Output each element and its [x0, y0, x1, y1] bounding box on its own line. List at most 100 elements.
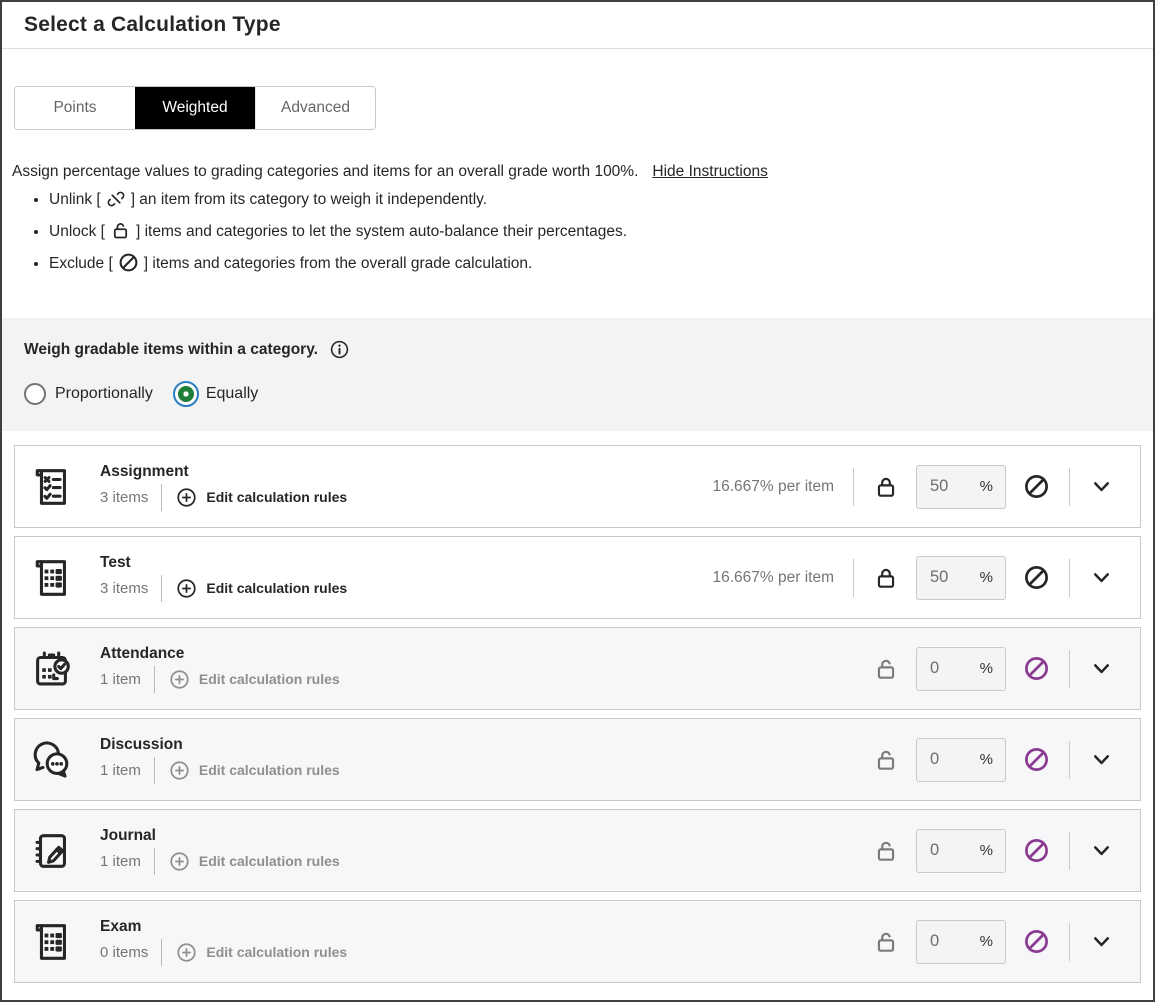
meta-divider — [153, 847, 155, 875]
hide-instructions-link[interactable]: Hide Instructions — [652, 163, 768, 180]
category-name: Discussion — [100, 735, 183, 753]
info-icon[interactable] — [329, 339, 350, 360]
weight-input[interactable] — [930, 477, 968, 496]
category-row-assignment: Assignment 3 items Edit calculation rule… — [14, 445, 1141, 528]
item-count: 1 item — [100, 852, 141, 870]
lock-icon[interactable] — [873, 565, 899, 591]
instructions: Assign percentage values to grading cate… — [12, 163, 1153, 275]
edit-calculation-rules-button[interactable]: Edit calculation rules — [168, 850, 340, 873]
calculation-type-tabs: Points Weighted Advanced — [14, 86, 376, 130]
item-count: 3 items — [100, 488, 149, 506]
unlock-icon[interactable] — [873, 656, 899, 682]
meta-divider — [153, 756, 155, 784]
percent-sign: % — [979, 842, 993, 859]
category-row-test: Test 3 items Edit calculation rules 16.6… — [14, 536, 1141, 619]
category-row-discussion: Discussion 1 item Edit calculation rules… — [14, 718, 1141, 801]
unlock-icon[interactable] — [873, 747, 899, 773]
exclude-icon[interactable] — [1023, 928, 1050, 955]
chevron-down-icon[interactable] — [1089, 656, 1116, 681]
row-divider — [1069, 922, 1070, 961]
weight-field[interactable]: % — [916, 828, 1006, 873]
row-divider — [1069, 558, 1070, 597]
edit-calculation-rules-button[interactable]: Edit calculation rules — [175, 486, 347, 509]
meta-divider — [161, 938, 163, 966]
category-row-exam: Exam 0 items Edit calculation rules % — [14, 900, 1141, 983]
lock-icon[interactable] — [873, 474, 899, 500]
exclude-icon[interactable] — [1023, 837, 1050, 864]
chevron-down-icon[interactable] — [1089, 838, 1116, 863]
percent-sign: % — [979, 478, 993, 495]
weight-field[interactable]: % — [916, 919, 1006, 964]
exclude-icon — [119, 253, 138, 272]
chevron-down-icon[interactable] — [1089, 474, 1116, 499]
item-count: 1 item — [100, 670, 141, 688]
weight-field[interactable]: % — [916, 464, 1006, 509]
plus-circle-icon — [170, 669, 189, 689]
row-divider — [1069, 467, 1070, 506]
unlock-icon[interactable] — [873, 838, 899, 864]
radio-equally-circle[interactable] — [172, 381, 199, 407]
edit-calculation-rules-button[interactable]: Edit calculation rules — [175, 941, 347, 964]
item-count: 3 items — [100, 579, 149, 597]
category-name: Attendance — [100, 644, 185, 662]
weigh-heading: Weigh gradable items within a category. — [24, 340, 318, 358]
plus-circle-icon — [177, 578, 196, 598]
edit-calculation-rules-button[interactable]: Edit calculation rules — [175, 577, 347, 600]
edit-calculation-rules-button[interactable]: Edit calculation rules — [168, 759, 340, 782]
plus-circle-icon — [177, 487, 196, 507]
meta-divider — [161, 574, 163, 602]
chevron-down-icon[interactable] — [1089, 565, 1116, 590]
test-icon — [35, 559, 66, 596]
weight-field[interactable]: % — [916, 737, 1006, 782]
tab-points[interactable]: Points — [15, 87, 135, 129]
per-item-weight: 16.667% per item — [712, 477, 835, 495]
per-item-weight: 16.667% per item — [712, 568, 835, 586]
row-divider — [1069, 649, 1070, 688]
category-row-attendance: Attendance 1 item Edit calculation rules… — [14, 627, 1141, 710]
meta-divider — [153, 665, 155, 693]
unlock-icon — [113, 223, 128, 239]
weight-field[interactable]: % — [916, 555, 1006, 600]
weight-input[interactable] — [930, 659, 968, 678]
plus-circle-icon — [170, 851, 189, 871]
attendance-icon — [36, 651, 70, 685]
category-name: Exam — [100, 917, 142, 935]
row-divider — [1069, 740, 1070, 779]
weight-field[interactable]: % — [916, 646, 1006, 691]
plus-circle-icon — [170, 760, 189, 780]
weight-input[interactable] — [930, 841, 968, 860]
unlink-icon — [107, 191, 125, 207]
exclude-icon[interactable] — [1023, 564, 1050, 591]
assignment-icon — [35, 468, 66, 505]
radio-proportionally[interactable]: Proportionally — [24, 383, 153, 405]
exclude-icon[interactable] — [1023, 746, 1050, 773]
row-divider — [853, 467, 854, 506]
weight-input[interactable] — [930, 568, 968, 587]
title-divider — [2, 48, 1153, 49]
instruction-bullet-unlock: Unlock [] items and categories to let th… — [49, 220, 1153, 243]
tab-weighted[interactable]: Weighted — [135, 87, 255, 129]
unlock-icon[interactable] — [873, 929, 899, 955]
radio-proportionally-circle[interactable] — [24, 383, 46, 405]
chevron-down-icon[interactable] — [1089, 747, 1116, 772]
instructions-intro: Assign percentage values to grading cate… — [12, 163, 639, 180]
weight-input[interactable] — [930, 932, 968, 951]
category-row-journal: Journal 1 item Edit calculation rules % — [14, 809, 1141, 892]
percent-sign: % — [979, 933, 993, 950]
instruction-bullet-exclude: Exclude [] items and categories from the… — [49, 252, 1153, 275]
chevron-down-icon[interactable] — [1089, 929, 1116, 954]
instruction-bullet-unlink: Unlink [] an item from its category to w… — [49, 189, 1153, 211]
weight-input[interactable] — [930, 750, 968, 769]
weigh-options-panel: Weigh gradable items within a category. … — [2, 318, 1153, 431]
edit-calculation-rules-button[interactable]: Edit calculation rules — [168, 668, 340, 691]
category-name: Test — [100, 553, 131, 571]
exclude-icon[interactable] — [1023, 655, 1050, 682]
item-count: 1 item — [100, 761, 141, 779]
exclude-icon[interactable] — [1023, 473, 1050, 500]
journal-icon — [35, 833, 66, 868]
tab-advanced[interactable]: Advanced — [255, 87, 375, 129]
page-title: Select a Calculation Type — [24, 13, 281, 36]
meta-divider — [161, 483, 163, 511]
percent-sign: % — [979, 569, 993, 586]
radio-equally[interactable]: Equally — [172, 381, 258, 407]
